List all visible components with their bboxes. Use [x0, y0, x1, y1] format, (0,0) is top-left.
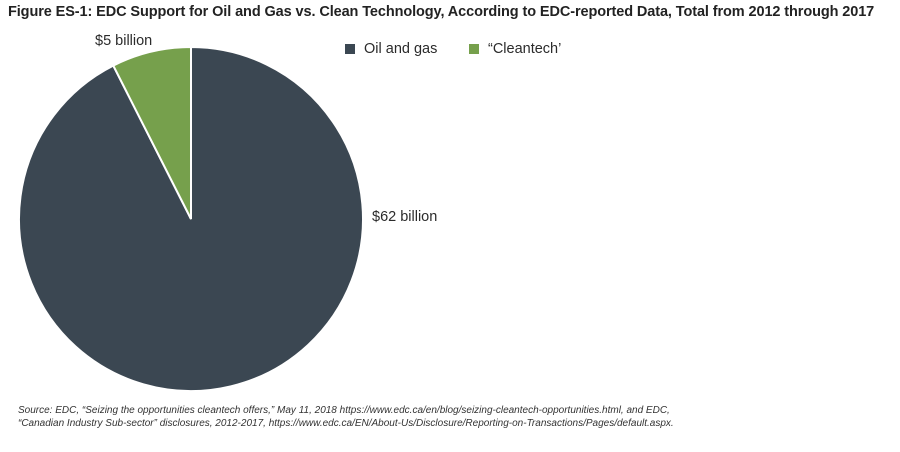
- source-note: Source: EDC, “Seizing the opportunities …: [18, 404, 888, 430]
- source-line-1: Source: EDC, “Seizing the opportunities …: [18, 405, 670, 416]
- pie-slice-cleantech: [111, 45, 192, 220]
- legend-item-cleantech: “Cleantech’: [469, 41, 561, 57]
- source-line-2: “Canadian Industry Sub-sector” disclosur…: [18, 418, 674, 429]
- legend-item-oil-and-gas: Oil and gas: [345, 41, 437, 57]
- chart-title: Figure ES-1: EDC Support for Oil and Gas…: [8, 4, 875, 20]
- legend-swatch-oil-and-gas: [345, 44, 355, 54]
- legend-label-oil-and-gas: Oil and gas: [364, 41, 438, 57]
- legend-label-cleantech: “Cleantech’: [488, 41, 562, 57]
- legend-swatch-cleantech: [469, 44, 479, 54]
- data-label-oil-and-gas: $62 billion: [372, 209, 438, 225]
- data-label-cleantech: $5 billion: [95, 33, 153, 49]
